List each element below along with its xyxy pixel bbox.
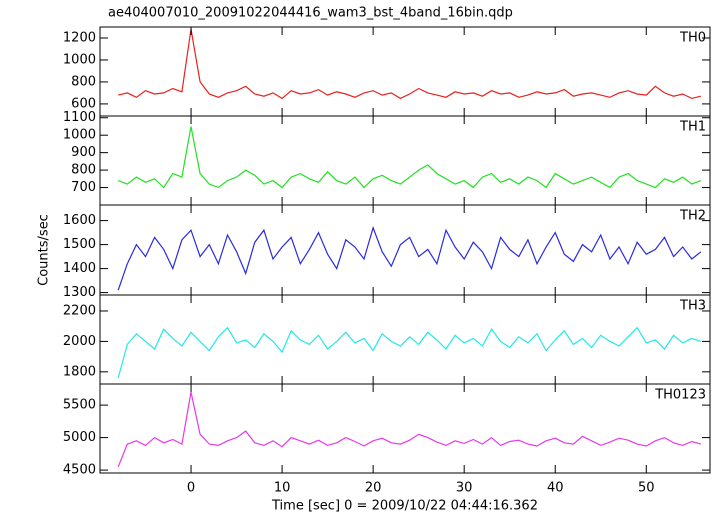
panel-frame	[99, 383, 711, 474]
x-tick-label: 50	[638, 481, 655, 496]
series-line	[118, 29, 702, 100]
x-tick-label: 30	[456, 481, 473, 496]
y-tick-label: 1100	[63, 110, 96, 125]
y-tick-label: 800	[71, 74, 96, 89]
y-tick-label: 600	[71, 96, 96, 111]
x-tick-label: 10	[274, 481, 291, 496]
legend-label: TH3	[679, 299, 706, 314]
panel-frame	[99, 204, 711, 296]
y-tick-label: 1000	[63, 52, 96, 67]
x-tick-label: 40	[547, 481, 564, 496]
y-tick-label: 2200	[63, 303, 96, 318]
y-tick-label: 1300	[63, 285, 96, 300]
y-tick-label: 700	[71, 180, 96, 195]
series-line	[117, 391, 702, 468]
series-line	[117, 126, 702, 189]
y-tick-label: 1600	[63, 213, 96, 228]
series-line	[117, 326, 702, 379]
y-tick-label: 1200	[63, 30, 96, 45]
y-tick-label: 1800	[63, 364, 96, 379]
y-tick-label: 4500	[63, 463, 96, 478]
legend-label: TH0123	[654, 388, 706, 403]
legend-label: TH2	[679, 209, 706, 224]
legend-label: TH0	[679, 31, 706, 46]
y-tick-label: 1500	[63, 237, 96, 252]
panel-frame	[99, 294, 711, 385]
y-tick-label: 5500	[63, 398, 96, 413]
y-tick-label: 2000	[63, 334, 96, 349]
y-tick-label: 800	[71, 163, 96, 178]
y-tick-label: 1000	[63, 128, 96, 143]
y-tick-label: 900	[71, 145, 96, 160]
series-line	[117, 225, 702, 291]
x-axis-label: Time [sec] 0 = 2009/10/22 04:44:16.362	[271, 499, 538, 514]
x-tick-label: 20	[365, 481, 382, 496]
x-tick-label: 0	[187, 481, 195, 496]
panel-frame	[99, 26, 711, 117]
chart-title: ae404007010_20091022044416_wam3_bst_4ban…	[108, 6, 513, 21]
y-axis-label: Counts/sec	[37, 214, 52, 286]
legend-label: TH1	[679, 120, 706, 135]
y-tick-label: 1400	[63, 261, 96, 276]
y-tick-label: 5000	[63, 430, 96, 445]
